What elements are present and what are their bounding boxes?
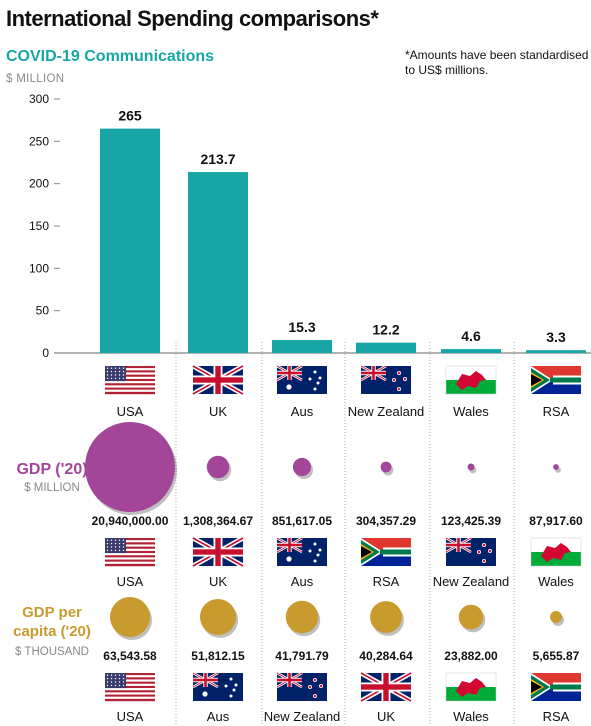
bar-value-label: 12.2 [372, 322, 399, 338]
gdp-capita-value-label: 40,284.64 [359, 649, 413, 663]
flag-rsa [531, 673, 581, 701]
gdp-bubble [206, 455, 230, 479]
category-label: Aus [291, 574, 314, 589]
flag-wales [445, 672, 497, 702]
footnote: *Amounts have been standardised to US$ m… [405, 48, 589, 77]
flag-usa [105, 538, 155, 567]
flag-wales [445, 365, 497, 395]
category-label: USA [117, 404, 144, 419]
category-label: Wales [538, 574, 574, 589]
category-label: USA [117, 709, 144, 724]
flag-rsa [361, 538, 411, 566]
y-tick-label: 250 [29, 134, 49, 148]
gdp-bubble [85, 422, 175, 512]
bar [100, 128, 160, 353]
gdp-capita-section-unit: $ THOUSAND [15, 646, 89, 658]
gdp-capita-value-label: 51,812.15 [191, 649, 245, 663]
bar [441, 349, 501, 353]
gdp-section-title: GDP ('20) [16, 461, 88, 478]
flag-aus [276, 536, 327, 566]
bar [272, 340, 332, 353]
gdp-value-label: 20,940,000.00 [92, 514, 169, 528]
bar-value-label: 265 [118, 108, 142, 124]
y-tick-label: 50 [36, 304, 50, 318]
y-axis-unit: $ MILLION [6, 73, 65, 85]
chart-title: International Spending comparisons* [6, 6, 379, 31]
category-label: Wales [453, 709, 489, 724]
category-label: RSA [373, 574, 400, 589]
gdp-capita-section-title-line2: capita ('20) [13, 623, 91, 640]
category-label: Aus [207, 709, 230, 724]
gdp-bubble [467, 463, 475, 471]
category-label: RSA [543, 404, 570, 419]
gdp-section-unit: $ MILLION [24, 482, 80, 494]
flag-nz [360, 364, 411, 394]
gdp-bubble [553, 464, 559, 470]
category-label: New Zealand [348, 404, 425, 419]
bar [526, 350, 586, 353]
category-label: UK [209, 574, 227, 589]
flag-nz [276, 671, 327, 701]
bar-value-label: 15.3 [288, 319, 315, 335]
gdp-capita-bubble [550, 611, 562, 623]
flag-wales [530, 537, 582, 567]
gdp-capita-value-label: 41,791.79 [275, 649, 329, 663]
bar-value-label: 4.6 [461, 328, 481, 344]
flag-uk [191, 363, 245, 397]
flag-rsa [531, 366, 581, 394]
bar-value-label: 3.3 [546, 329, 566, 345]
y-tick-label: 100 [29, 261, 49, 275]
category-label: USA [117, 574, 144, 589]
gdp-value-label: 851,617.05 [272, 514, 332, 528]
flag-uk [191, 535, 245, 569]
gdp-capita-bubble [199, 598, 237, 636]
category-label: New Zealand [433, 574, 510, 589]
gdp-capita-value-label: 5,655.87 [533, 649, 580, 663]
gdp-value-label: 1,308,364.67 [183, 514, 253, 528]
gdp-capita-bubble [285, 600, 319, 634]
bar [188, 172, 248, 353]
gdp-bubble [380, 461, 392, 473]
gdp-capita-bubble [110, 597, 150, 637]
flag-aus [192, 671, 243, 701]
gdp-capita-value-label: 23,882.00 [444, 649, 498, 663]
category-label: UK [209, 404, 227, 419]
category-label: Wales [453, 404, 489, 419]
bar-value-label: 213.7 [200, 151, 235, 167]
y-tick-label: 0 [42, 346, 49, 360]
flag-aus [276, 364, 327, 394]
chart-subtitle: COVID-19 Communications [6, 48, 215, 65]
gdp-value-label: 123,425.39 [441, 514, 501, 528]
category-label: Aus [291, 404, 314, 419]
category-label: New Zealand [264, 709, 341, 724]
y-tick-label: 150 [29, 219, 49, 233]
flag-uk [359, 670, 413, 704]
gdp-value-label: 87,917.60 [529, 514, 583, 528]
y-tick-label: 200 [29, 177, 49, 191]
category-label: UK [377, 709, 395, 724]
flag-usa [105, 366, 155, 395]
gdp-capita-bubble [370, 601, 402, 633]
bar [356, 342, 416, 353]
gdp-capita-section-title-line1: GDP per [22, 604, 82, 621]
y-tick-label: 300 [29, 92, 49, 106]
category-label: RSA [543, 709, 570, 724]
gdp-capita-value-label: 63,543.58 [103, 649, 157, 663]
gdp-capita-bubble [458, 604, 484, 630]
gdp-bubble [292, 457, 312, 477]
flag-nz [445, 536, 496, 566]
gdp-value-label: 304,357.29 [356, 514, 416, 528]
flag-usa [105, 673, 155, 702]
